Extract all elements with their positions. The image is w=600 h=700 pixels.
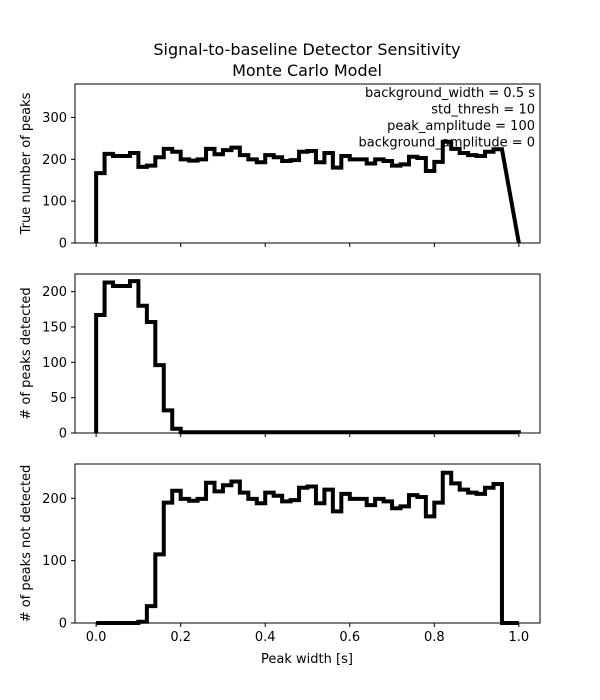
annotation-text: background_amplitude = 0 (358, 136, 535, 151)
y-tick-label: 150 (42, 321, 67, 336)
axes-frame (74, 273, 541, 434)
x-tick-label: 0.0 (86, 630, 107, 645)
y-tick-label: 50 (50, 391, 67, 406)
y-tick-label: 200 (42, 285, 67, 300)
axes-frame (74, 463, 541, 624)
histogram-step-line (96, 470, 519, 625)
y-tick-label: 100 (42, 195, 67, 210)
histogram-step-line (94, 279, 521, 435)
x-tick-label: 1.0 (509, 630, 530, 645)
x-tick-label: 0.6 (339, 630, 360, 645)
panel-2: 0 50 100 150 200 # of peaks detected (19, 273, 541, 442)
y-axis-label: True number of peaks (19, 92, 34, 235)
panel-1: 0 100 200 300 True number of peaks background… (19, 83, 541, 252)
x-tick-label: 0.2 (170, 630, 191, 645)
y-tick-label: 300 (42, 111, 67, 126)
annotation-text: std_thresh = 10 (431, 103, 535, 118)
panels-group: 0 100 200 300 True number of peaks background… (19, 83, 541, 645)
y-axis-label: # of peaks not detected (19, 465, 34, 623)
panel-3: 0 100 200 0.0 0.2 0.4 0.6 0.8 1.0 # of peaks not … (19, 463, 541, 645)
histogram-step-line (94, 139, 521, 244)
y-tick-label: 100 (42, 356, 67, 371)
y-tick-label: 0 (59, 427, 67, 442)
x-tick-label: 0.8 (424, 630, 445, 645)
chart-title-line1: Signal-to-baseline Detector Sensitivity (153, 40, 460, 59)
y-tick-label: 200 (42, 153, 67, 168)
y-axis-label: # of peaks detected (19, 287, 34, 419)
annotation-text: background_width = 0.5 s (365, 86, 535, 101)
y-tick-label: 0 (59, 237, 67, 252)
chart-title-line2: Monte Carlo Model (232, 61, 382, 80)
y-tick-label: 0 (59, 617, 67, 632)
axes-frame (74, 83, 541, 244)
x-axis-label: Peak width [s] (261, 652, 353, 667)
x-tick-label: 0.4 (255, 630, 276, 645)
y-tick-label: 100 (42, 554, 67, 569)
y-tick-label: 200 (42, 492, 67, 507)
annotation-text: peak_amplitude = 100 (387, 119, 535, 134)
